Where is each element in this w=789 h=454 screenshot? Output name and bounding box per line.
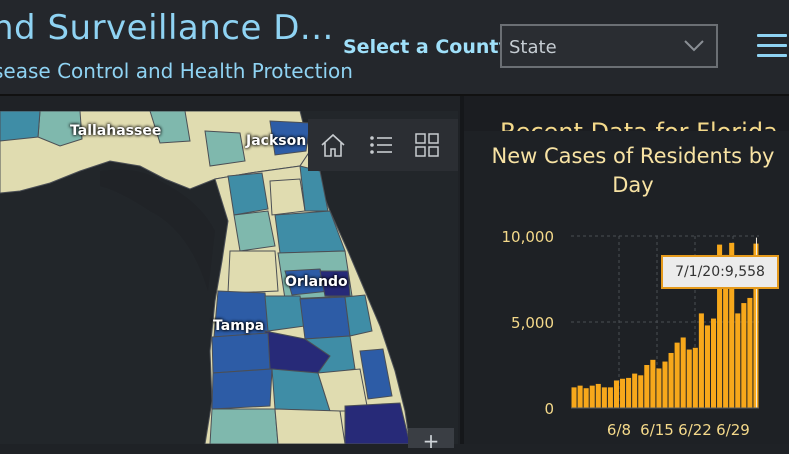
bar-6/9[interactable] xyxy=(620,378,626,408)
bar-6/3[interactable] xyxy=(583,388,589,408)
app-subtitle: sease Control and Health Protection xyxy=(0,59,353,83)
bar-6/13[interactable] xyxy=(644,365,650,408)
chart-panel: Recent Data for Florida New Cases of Res… xyxy=(464,96,789,444)
new-cases-bar-chart[interactable]: 10,000 5,000 0 6/8 6/15 6/22 6/29 xyxy=(464,226,789,444)
bar-6/28[interactable] xyxy=(735,313,741,408)
menu-icon[interactable] xyxy=(757,34,787,60)
bar-6/12[interactable] xyxy=(638,375,644,408)
bar-6/4[interactable] xyxy=(589,385,595,408)
panel-header: Recent Data for Florida xyxy=(464,96,789,131)
map-label-jacksonville: Jackson xyxy=(246,133,307,149)
map-label-tallahassee: Tallahassee xyxy=(70,123,162,139)
chevron-down-icon xyxy=(684,40,704,52)
x-tick-label: 6/29 xyxy=(716,421,750,439)
bar-6/6[interactable] xyxy=(601,387,607,408)
y-tick-label: 0 xyxy=(544,400,554,418)
x-tick-label: 6/22 xyxy=(678,421,712,439)
chart-title: New Cases of Residents by Day xyxy=(464,142,789,200)
chart-title-line1: New Cases of Residents by xyxy=(491,144,775,168)
bar-6/5[interactable] xyxy=(595,383,601,408)
bar-6/15[interactable] xyxy=(656,368,662,408)
map-label-tampa: Tampa xyxy=(213,318,265,334)
map-toolbar xyxy=(308,119,458,171)
bar-6/19[interactable] xyxy=(680,337,686,408)
bar-6/17[interactable] xyxy=(668,352,674,408)
app-title: nd Surveillance D... xyxy=(0,8,334,48)
bar-6/1[interactable] xyxy=(571,387,577,408)
app-header: nd Surveillance D... sease Control and H… xyxy=(0,0,789,96)
y-tick-label: 10,000 xyxy=(502,228,555,246)
basemap-gallery-icon[interactable] xyxy=(410,129,444,161)
bar-6/18[interactable] xyxy=(674,342,680,408)
chart-tooltip: 7/1/20:9,558 xyxy=(661,255,779,289)
chart-title-line2: Day xyxy=(612,173,654,197)
bar-6/21[interactable] xyxy=(692,347,698,408)
x-tick-label: 6/8 xyxy=(607,421,631,439)
bar-6/30[interactable] xyxy=(747,297,753,408)
bar-6/11[interactable] xyxy=(632,373,638,408)
bar-6/23[interactable] xyxy=(704,325,710,408)
bar-6/24[interactable] xyxy=(710,318,717,408)
county-select[interactable]: State xyxy=(500,24,718,68)
bar-6/8[interactable] xyxy=(613,380,620,408)
panel-top-title: Recent Data for Florida xyxy=(500,118,778,131)
bar-6/2[interactable] xyxy=(577,385,583,408)
bar-6/14[interactable] xyxy=(650,359,656,408)
bar-6/25[interactable] xyxy=(717,244,723,408)
y-tick-label: 5,000 xyxy=(511,314,554,332)
county-select-value: State xyxy=(509,37,557,58)
x-tick-label: 6/15 xyxy=(640,421,674,439)
bar-6/22[interactable] xyxy=(698,313,704,408)
zoom-in-button[interactable]: + xyxy=(408,428,454,453)
bar-6/26[interactable] xyxy=(723,254,729,408)
map-label-orlando: Orlando xyxy=(285,274,348,290)
home-icon[interactable] xyxy=(316,129,350,161)
bar-6/27[interactable] xyxy=(729,242,735,408)
legend-icon[interactable] xyxy=(364,129,398,161)
bar-6/10[interactable] xyxy=(626,377,632,408)
county-select-label: Select a County xyxy=(343,36,511,58)
bar-6/20[interactable] xyxy=(686,349,692,408)
panel-divider xyxy=(460,96,464,444)
bar-6/7[interactable] xyxy=(607,387,613,408)
bar-6/29[interactable] xyxy=(741,303,747,408)
bar-6/16[interactable] xyxy=(662,361,668,408)
